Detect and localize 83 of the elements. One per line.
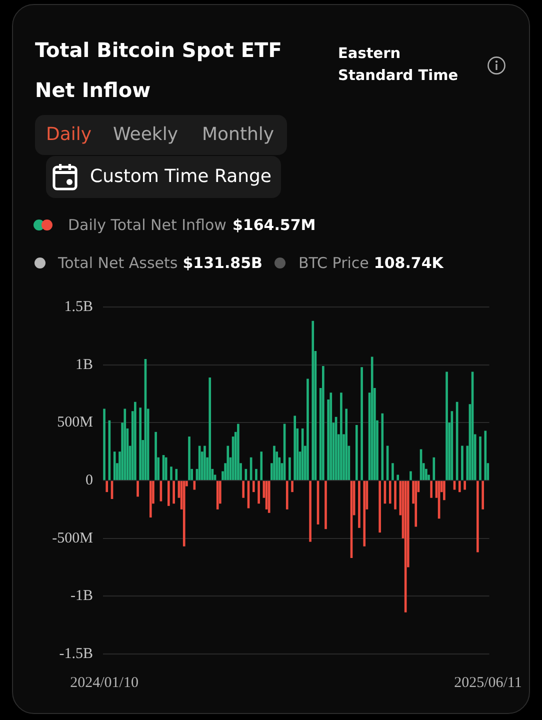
bar: [216, 481, 219, 510]
bar: [312, 320, 314, 480]
bar: [136, 481, 139, 497]
bar: [255, 468, 258, 480]
bar: [172, 481, 175, 504]
bar: [154, 432, 157, 480]
bar: [461, 446, 464, 480]
text: Daily: [46, 124, 92, 145]
bar: [188, 436, 190, 480]
bar: [482, 481, 484, 510]
bar: [170, 466, 172, 480]
bar: [446, 372, 448, 480]
bar: [414, 481, 418, 527]
bar: [309, 481, 312, 542]
bar: [330, 392, 332, 480]
x-tick-label: 2024/01/10: [70, 674, 138, 691]
bar: [410, 471, 412, 480]
bar: [288, 457, 291, 480]
bar: [476, 481, 479, 552]
y-tick-label: 1.5B: [64, 298, 93, 315]
bar: [149, 481, 152, 518]
bar: [378, 481, 381, 533]
y-tick-label: 500M: [57, 414, 93, 431]
bar: [458, 481, 461, 492]
bar: [388, 481, 392, 504]
x-tick-label: 2025/06/11: [454, 674, 522, 691]
text: BTC Price: [298, 254, 369, 272]
y-tick-label: -1.5B: [59, 646, 93, 662]
bar: [432, 457, 436, 480]
bar: [358, 481, 360, 528]
bar: [208, 378, 212, 480]
text: Total Net Assets: [58, 254, 178, 272]
text: Custom Time Range: [90, 166, 272, 187]
y-tick-label: 0: [86, 472, 93, 488]
bar: [124, 408, 126, 480]
bar: [103, 408, 106, 480]
bar: [106, 481, 108, 492]
legend-label: Daily Total Net Inflow: [68, 216, 226, 234]
bar: [294, 416, 296, 480]
text: Eastern Standard Time: [338, 45, 460, 86]
bar: [252, 481, 255, 492]
bar: [381, 413, 384, 480]
bar: [182, 481, 186, 546]
bar: [363, 481, 366, 546]
text: 108.74K: [374, 254, 444, 272]
bar: [286, 481, 288, 510]
bar: [484, 430, 487, 480]
bar: [324, 481, 327, 530]
bar: [258, 481, 260, 504]
bar: [226, 446, 230, 480]
bar: [306, 378, 309, 480]
y-tick-label: -500M: [52, 530, 93, 546]
text: $131.85B: [182, 254, 262, 272]
bar: [175, 468, 178, 480]
bar: [268, 481, 270, 513]
bar: [139, 408, 142, 480]
bar: [443, 481, 446, 500]
text: Weekly: [113, 124, 178, 145]
bar: [355, 424, 358, 480]
text: $164.57M: [232, 216, 316, 234]
bar: [396, 474, 400, 480]
bar: [322, 366, 324, 480]
text: Monthly: [202, 124, 274, 145]
bar: [242, 481, 244, 498]
bar: [260, 452, 263, 480]
bar: [273, 446, 276, 480]
bar: [340, 392, 342, 480]
bar: [204, 446, 206, 480]
chart-title: Total Bitcoin Spot ETF Net Inflow: [35, 37, 283, 104]
bar: [134, 402, 136, 480]
bar: [237, 424, 240, 480]
y-tick-label: 1B: [75, 356, 93, 373]
bar: [291, 481, 294, 492]
y-tick-label: -1B: [70, 588, 93, 604]
bar: [464, 481, 466, 490]
bar: [479, 436, 482, 480]
bar: [430, 481, 432, 498]
bar: [345, 408, 348, 480]
bar: [370, 356, 374, 480]
bar: [360, 367, 363, 480]
bar: [392, 463, 394, 480]
bar: [394, 481, 396, 510]
bar: [168, 481, 170, 506]
